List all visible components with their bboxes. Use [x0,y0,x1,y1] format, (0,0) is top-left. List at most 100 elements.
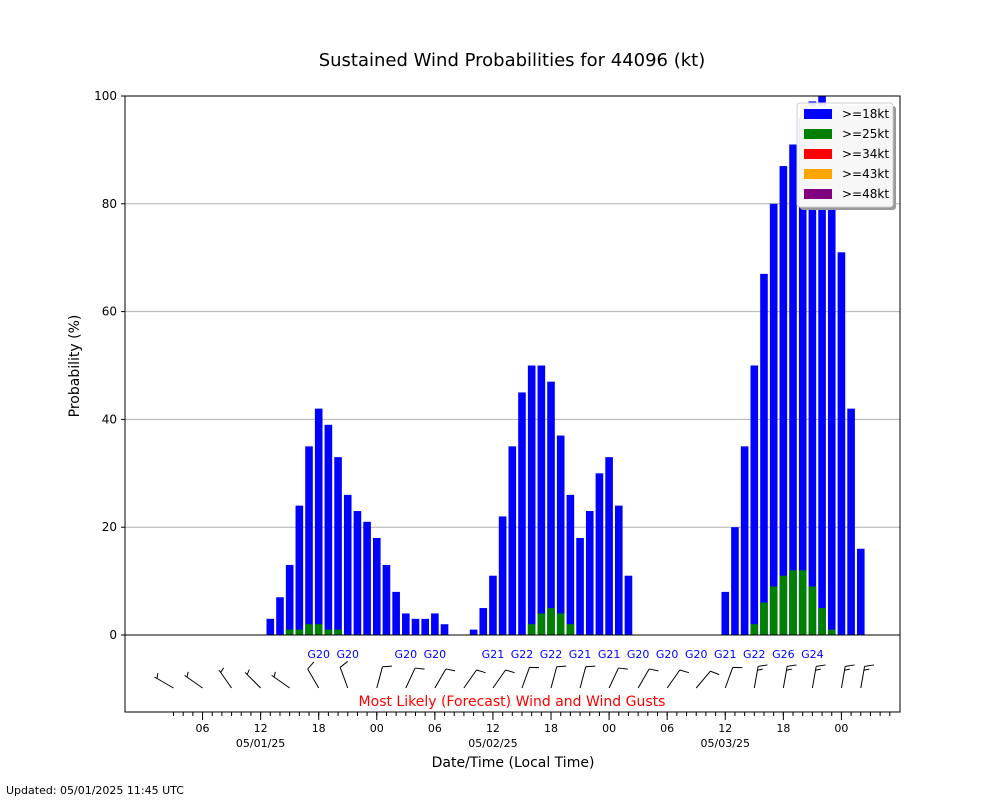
wind-barb [753,664,768,689]
chart-title: Sustained Wind Probabilities for 44096 (… [319,50,706,71]
bar [750,624,759,635]
wind-barb [184,671,203,689]
bar [343,494,352,635]
bar [537,365,546,635]
x-tick-label: 00 [370,722,384,735]
bar [334,629,342,635]
bar [324,424,333,635]
gust-label: G20 [685,648,708,661]
legend-swatch [804,169,832,179]
bar [789,570,797,635]
legend-label: >=43kt [842,167,889,181]
y-axis-label: Probability (%) [67,315,83,418]
wind-barb [492,669,515,689]
bar [547,608,555,635]
bar [411,618,420,635]
bar [779,166,788,635]
x-tick-label: 06 [196,722,210,735]
x-tick-label: 06 [428,722,442,735]
bar-series-group [266,96,865,636]
bar [760,273,768,635]
bar [295,505,304,635]
bar [760,602,768,635]
gust-label: G20 [395,648,418,661]
legend-swatch [804,129,832,139]
bar [721,591,730,635]
gust-label: G21 [598,648,621,661]
x-tick-label: 18 [312,722,326,735]
gust-labels: G20 G20 G20 G20 G21 G22 G22 G21 G21 G20 G20 G20 G21 G… [307,648,823,661]
legend-swatch [804,109,832,119]
barb-caption: Most Likely (Forecast) Wind and Wind Gus… [359,694,666,710]
legend-swatch [804,149,832,159]
series->=25kt [285,570,836,635]
wind-barbs [154,661,875,689]
y-tick-label: 100 [94,89,117,103]
wind-barb [608,667,628,689]
wind-barb [271,671,290,689]
bar [605,457,613,635]
x-tick-label: 06 [660,722,674,735]
bar [779,575,788,635]
legend-label: >=25kt [842,127,889,141]
bar [769,203,778,636]
bar [392,591,400,635]
bar [827,629,836,635]
bar [556,613,565,635]
wind-barb [521,666,540,689]
wind-barb [724,666,743,689]
x-tick-label: 12 [486,722,500,735]
bar [808,586,817,635]
wind-barb [695,670,720,689]
y-tick-label: 20 [102,520,117,534]
bar [402,613,410,635]
wind-barb [666,669,690,689]
bar [576,537,584,635]
gust-label: G20 [656,648,679,661]
bar [276,597,284,635]
bar [372,537,381,635]
wind-barb [339,661,349,689]
bar [818,608,826,635]
x-tick-label: 12 [254,722,268,735]
bar [295,629,304,635]
wind-barb [579,665,596,689]
wind-barb [637,668,659,689]
bar [421,618,429,635]
gust-label: G22 [743,648,766,661]
bar [469,629,478,635]
bar [498,516,507,635]
bar [827,139,836,635]
bar [527,624,536,635]
wind-barb [154,673,174,689]
bar [847,408,855,635]
bar [314,624,323,635]
series->=18kt [266,96,865,636]
wind-barb [218,667,232,689]
y-tick-label: 0 [109,628,117,642]
bar [595,473,604,635]
x-tick-label: 00 [602,722,616,735]
x-tick-label: 00 [834,722,848,735]
bar [566,624,575,635]
bar [585,511,594,635]
x-date-label: 05/03/25 [701,737,750,750]
x-axis-label: Date/Time (Local Time) [432,755,595,771]
gust-label: G22 [511,648,534,661]
legend-label: >=48kt [842,187,889,201]
bar [798,570,807,635]
bar [334,457,342,635]
bar [789,144,797,635]
legend-label: >=34kt [842,147,889,161]
bar [479,608,488,635]
gust-label: G24 [801,648,824,661]
wind-barb [307,661,320,689]
bar [856,548,865,635]
bar [769,586,778,635]
bar [740,446,749,635]
wind-barb [782,664,797,689]
wind-barb [860,664,875,689]
bar [314,408,323,635]
bar [489,575,497,635]
